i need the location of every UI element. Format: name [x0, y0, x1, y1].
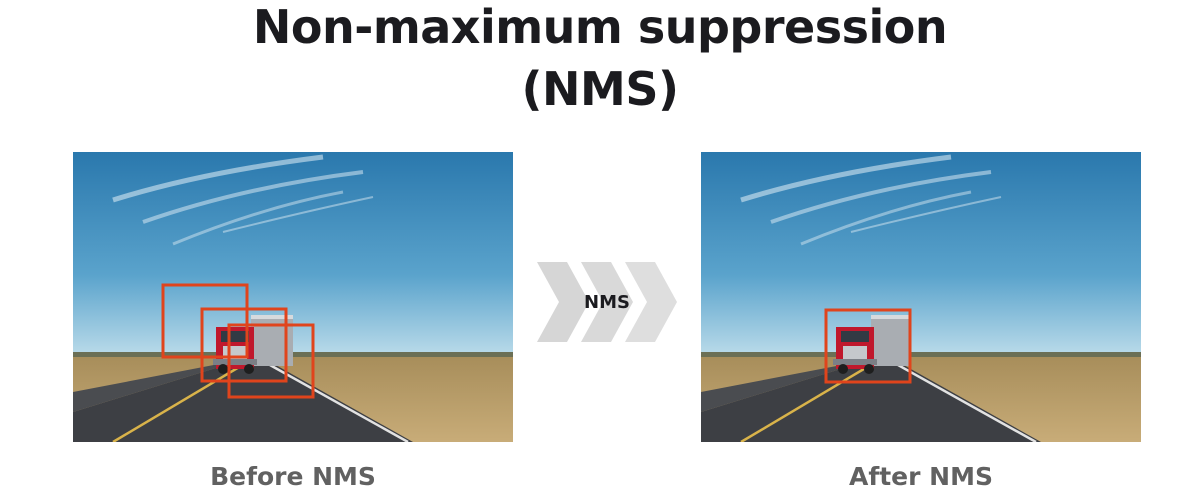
before-nms-caption: Before NMS: [210, 462, 376, 491]
detection-box-2: [200, 307, 288, 383]
nms-arrow-label: NMS: [584, 292, 630, 313]
truck: [833, 315, 911, 374]
sky: [701, 152, 1141, 357]
after-nms-image: [701, 152, 1141, 442]
before-nms-image: [73, 152, 513, 442]
title-line-1: Non-maximum suppression: [252, 0, 948, 54]
chevron-arrows-icon: [537, 262, 677, 342]
nms-arrow: NMS: [537, 262, 677, 342]
detection-box-1: [161, 283, 249, 359]
detection-box-3: [227, 323, 315, 399]
detection-boxes: [824, 308, 912, 384]
road: [701, 358, 1041, 442]
title-line-2: (NMS): [521, 62, 679, 116]
detection-box-final: [824, 308, 912, 384]
after-nms-caption: After NMS: [849, 462, 993, 491]
detection-boxes: [161, 283, 315, 399]
